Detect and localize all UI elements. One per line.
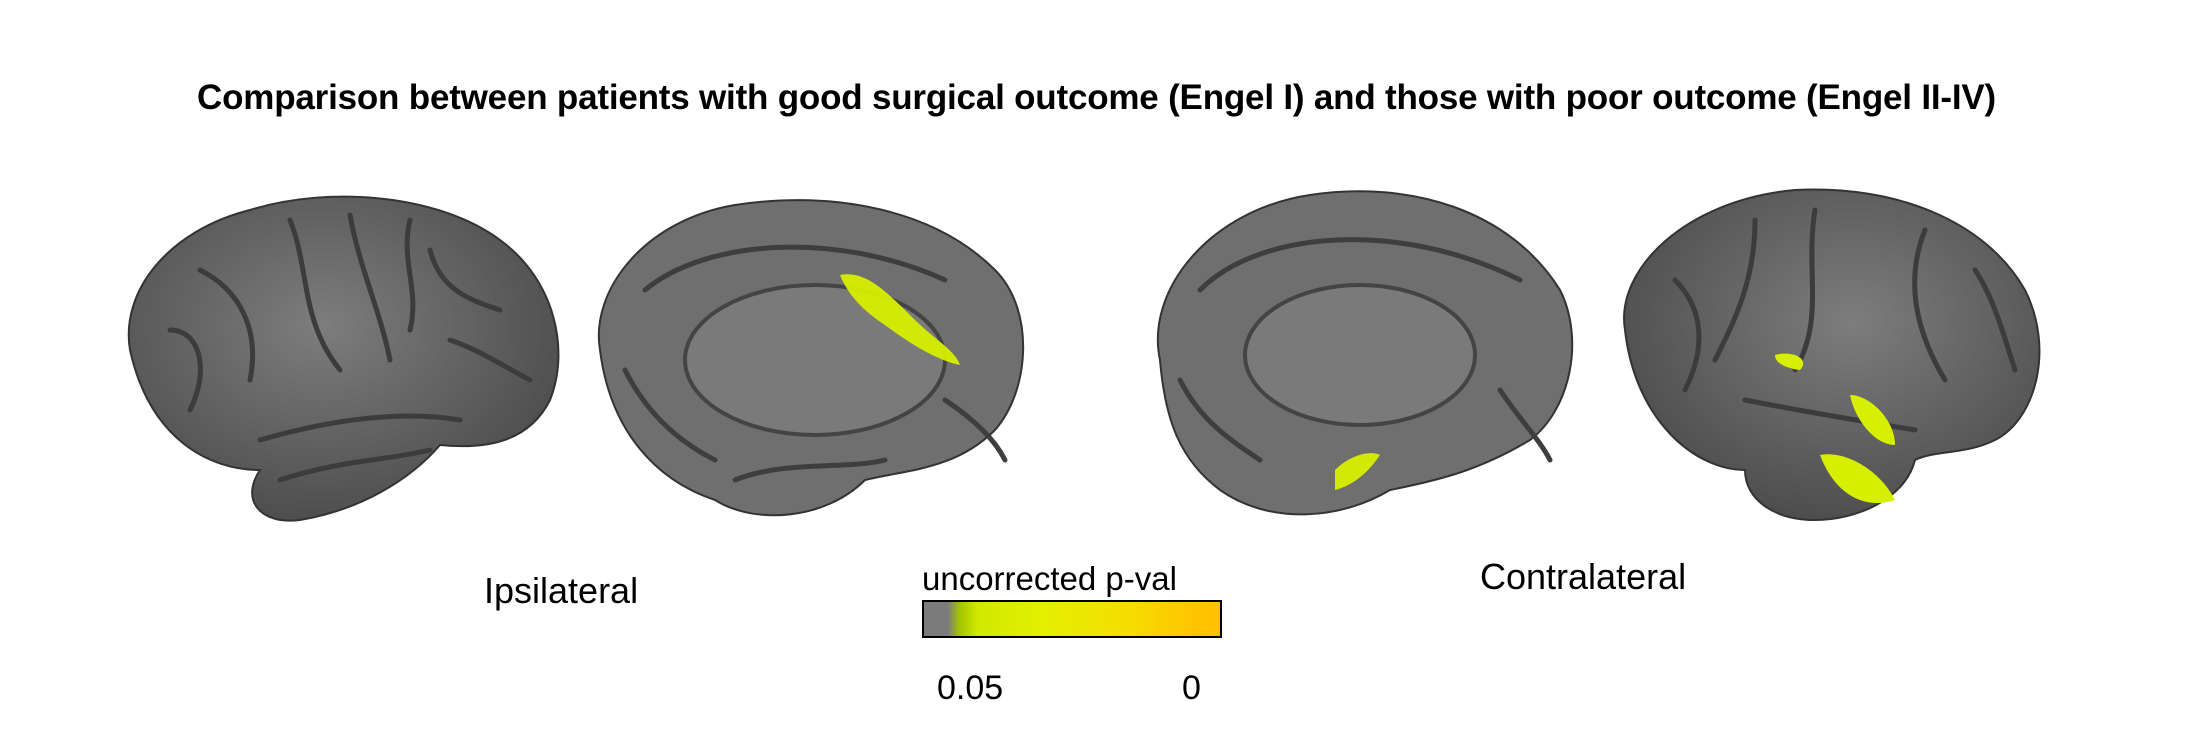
highlight-temporal-mid: [1850, 395, 1895, 445]
highlight-cingulate: [840, 274, 960, 365]
highlight-temporal-upper: [1775, 353, 1804, 370]
highlight-temporal-lower: [1820, 454, 1895, 503]
brain-contralateral-lateral: [1623, 188, 2041, 522]
brain-contralateral-medial: [1156, 190, 1574, 516]
brain-ipsilateral-lateral: [127, 195, 560, 522]
colorbar-title: uncorrected p-val: [922, 560, 1177, 597]
colorbar-tick-low: 0.05: [937, 669, 1004, 707]
corpus-callosum: [1243, 283, 1477, 427]
label-ipsilateral: Ipsilateral: [484, 570, 639, 611]
label-contralateral: Contralateral: [1480, 556, 1687, 597]
brain-ipsilateral-medial: [597, 199, 1025, 517]
colorbar-tick-high: 0: [1182, 669, 1201, 707]
colorbar: [922, 600, 1222, 638]
figure-title: Comparison between patients with good su…: [197, 78, 1996, 117]
corpus-callosum: [683, 283, 947, 437]
highlight-medial-temporal: [1335, 453, 1380, 490]
